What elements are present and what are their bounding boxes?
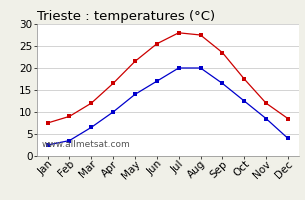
Text: Trieste : temperatures (°C): Trieste : temperatures (°C) bbox=[37, 10, 215, 23]
Text: www.allmetsat.com: www.allmetsat.com bbox=[42, 140, 131, 149]
